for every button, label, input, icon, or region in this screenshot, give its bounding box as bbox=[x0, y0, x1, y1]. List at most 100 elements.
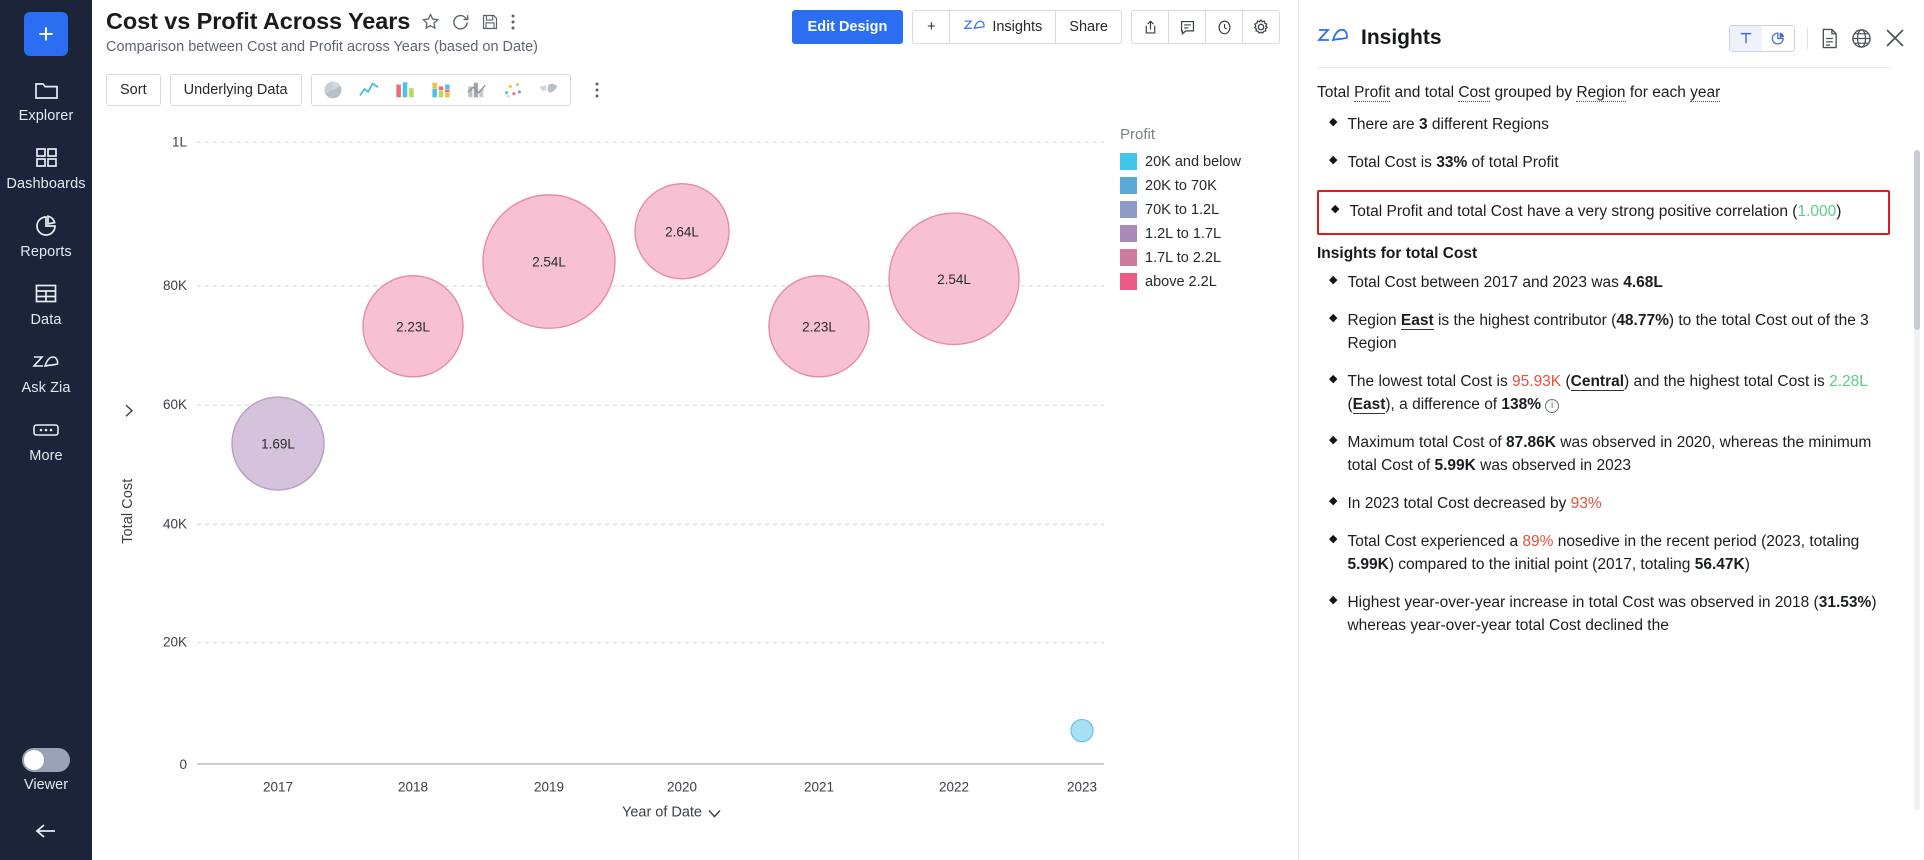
region-name: Central bbox=[1570, 373, 1625, 392]
text-pre: There are bbox=[1347, 116, 1419, 134]
chart-type-group bbox=[310, 74, 571, 106]
legend-item-2[interactable]: 70K to 1.2L bbox=[1120, 201, 1265, 218]
diamond-bullet-icon: ◆ bbox=[1329, 433, 1338, 446]
text-bold: 4.68L bbox=[1623, 274, 1663, 292]
insight-item-2023-decrease: ◆ In 2023 total Cost decreased by 93% bbox=[1317, 493, 1890, 516]
bubble-chart-plot[interactable]: 1L 80K 60K 40K 20K 0 1.69L 2.23L 2.54L 2… bbox=[92, 112, 1120, 860]
globe-icon[interactable] bbox=[1851, 28, 1872, 49]
insights-header-controls bbox=[1729, 24, 1906, 52]
sidebar-item-ask-zia[interactable]: Ask Zia bbox=[0, 348, 92, 396]
bubble-series: 1.69L 2.23L 2.54L 2.64L 2.23L 2.54L bbox=[231, 183, 1094, 743]
title-row: Cost vs Profit Across Years bbox=[106, 8, 538, 35]
legend-item-4[interactable]: 1.7L to 2.2L bbox=[1120, 249, 1265, 266]
text-pre: Total Cost between 2017 and 2023 was bbox=[1347, 274, 1624, 292]
legend-label: above 2.2L bbox=[1145, 273, 1217, 290]
gear-icon[interactable] bbox=[1242, 10, 1280, 44]
viewer-mode-toggle[interactable] bbox=[22, 748, 70, 772]
text-bold: 48.77% bbox=[1616, 312, 1669, 330]
create-new-button[interactable]: + bbox=[24, 12, 68, 56]
insights-scrollbar-thumb[interactable] bbox=[1914, 150, 1920, 330]
insights-panel-header: Insights bbox=[1299, 0, 1924, 62]
chart-view-icon[interactable] bbox=[1762, 25, 1794, 51]
chart-toolbar: Sort Underlying Data bbox=[92, 68, 1298, 112]
more-vertical-icon[interactable] bbox=[510, 12, 516, 32]
sidebar-item-reports[interactable]: Reports bbox=[0, 212, 92, 260]
text-mid: ) compared to the initial point (2017, t… bbox=[1388, 555, 1695, 573]
svg-text:1.69L: 1.69L bbox=[261, 437, 295, 452]
legend-item-1[interactable]: 20K to 70K bbox=[1120, 177, 1265, 194]
svg-text:80K: 80K bbox=[163, 278, 187, 293]
text-bold: 3 bbox=[1418, 116, 1428, 134]
stacked-bar-icon[interactable] bbox=[424, 75, 458, 105]
text-pre: In 2023 total Cost decreased by bbox=[1347, 494, 1571, 512]
highlighted-insight-box[interactable]: ◆ Total Profit and total Cost have a ver… bbox=[1317, 190, 1890, 236]
legend-item-3[interactable]: 1.2L to 1.7L bbox=[1120, 225, 1265, 242]
insight-text: Region East is the highest contributor (… bbox=[1347, 310, 1890, 356]
refresh-icon[interactable] bbox=[451, 12, 470, 31]
lead-part-3: grouped by bbox=[1490, 84, 1577, 101]
sidebar-item-explorer[interactable]: Explorer bbox=[0, 76, 92, 124]
sidebar-label-dashboards: Dashboards bbox=[6, 176, 86, 192]
export-icon[interactable] bbox=[1131, 10, 1169, 44]
text-pre: Total Cost is bbox=[1347, 154, 1437, 172]
collapse-sidebar-icon[interactable] bbox=[31, 821, 61, 846]
recent-total: 5.99K bbox=[1347, 555, 1389, 573]
legend-item-5[interactable]: above 2.2L bbox=[1120, 273, 1265, 290]
text-pre: Region bbox=[1347, 312, 1401, 330]
share-button[interactable]: Share bbox=[1055, 10, 1122, 44]
x-axis-title: Year of Date bbox=[622, 804, 721, 821]
sidebar-item-data[interactable]: Data bbox=[0, 280, 92, 328]
close-icon[interactable] bbox=[1884, 27, 1906, 49]
chart-legend: Profit 20K and below 20K to 70K 70K to 1… bbox=[1120, 112, 1265, 860]
line-chart-icon[interactable] bbox=[352, 75, 386, 105]
text-bold: 138% bbox=[1501, 396, 1542, 414]
info-icon[interactable]: i bbox=[1545, 399, 1560, 414]
text-post: of total Profit bbox=[1467, 154, 1559, 172]
legend-item-0[interactable]: 20K and below bbox=[1120, 153, 1265, 170]
add-button[interactable]: + bbox=[912, 10, 951, 44]
lead-term-cost: Cost bbox=[1458, 84, 1491, 102]
scatter-chart-icon[interactable] bbox=[496, 75, 530, 105]
text-post: ) to the total Cost out of the 3 Region bbox=[1347, 312, 1869, 353]
highest-cost-value: 2.28L bbox=[1829, 373, 1868, 391]
bubble-2021: 2.23L bbox=[768, 275, 870, 378]
star-icon[interactable] bbox=[421, 12, 440, 31]
diamond-bullet-icon: ◆ bbox=[1329, 373, 1338, 386]
underlying-data-button[interactable]: Underlying Data bbox=[169, 74, 302, 106]
clock-icon[interactable] bbox=[1205, 10, 1243, 44]
document-icon[interactable] bbox=[1820, 28, 1839, 49]
column-chart-icon[interactable] bbox=[460, 75, 494, 105]
bubble-2017: 1.69L bbox=[231, 396, 325, 491]
sidebar-item-dashboards[interactable]: Dashboards bbox=[0, 144, 92, 192]
edit-design-button[interactable]: Edit Design bbox=[791, 10, 904, 44]
svg-text:0: 0 bbox=[179, 757, 187, 772]
max-cost-value: 87.86K bbox=[1505, 433, 1556, 451]
comment-icon[interactable] bbox=[1168, 10, 1206, 44]
main-content: Cost vs Profit Across Years Comparison b… bbox=[92, 0, 1298, 860]
svg-text:60K: 60K bbox=[163, 397, 187, 412]
initial-total: 56.47K bbox=[1694, 555, 1745, 573]
pie-chart-icon bbox=[34, 212, 58, 240]
diamond-bullet-icon: ◆ bbox=[1329, 154, 1338, 167]
chart-more-options-icon[interactable] bbox=[580, 75, 614, 105]
text-pre: The lowest total Cost is bbox=[1347, 373, 1513, 391]
insights-button[interactable]: Insights bbox=[949, 10, 1057, 44]
map-chart-icon[interactable] bbox=[532, 75, 566, 105]
save-icon[interactable] bbox=[481, 13, 499, 31]
bar-chart-icon[interactable] bbox=[388, 75, 422, 105]
sort-button[interactable]: Sort bbox=[106, 74, 161, 106]
svg-text:2.23L: 2.23L bbox=[802, 319, 836, 334]
insights-button-label: Insights bbox=[992, 19, 1043, 35]
pie-chart-icon[interactable] bbox=[316, 75, 350, 105]
plot-svg: 1L 80K 60K 40K 20K 0 1.69L 2.23L 2.54L 2… bbox=[120, 134, 1104, 821]
text-view-icon[interactable] bbox=[1730, 25, 1762, 51]
lead-part-4: for each bbox=[1625, 84, 1691, 101]
insight-text: Total Cost experienced a 89% nosedive in… bbox=[1347, 531, 1890, 577]
insight-text: Total Profit and total Cost have a very … bbox=[1349, 201, 1841, 224]
sidebar-item-more[interactable]: More bbox=[0, 416, 92, 464]
viewer-label: Viewer bbox=[23, 777, 69, 793]
diamond-bullet-icon: ◆ bbox=[1329, 593, 1338, 606]
insight-item-max-min: ◆ Maximum total Cost of 87.86K was obser… bbox=[1317, 432, 1890, 478]
insights-scrollbar-track[interactable] bbox=[1914, 150, 1920, 810]
insights-body[interactable]: Total Profit and total Cost grouped by R… bbox=[1299, 62, 1924, 860]
